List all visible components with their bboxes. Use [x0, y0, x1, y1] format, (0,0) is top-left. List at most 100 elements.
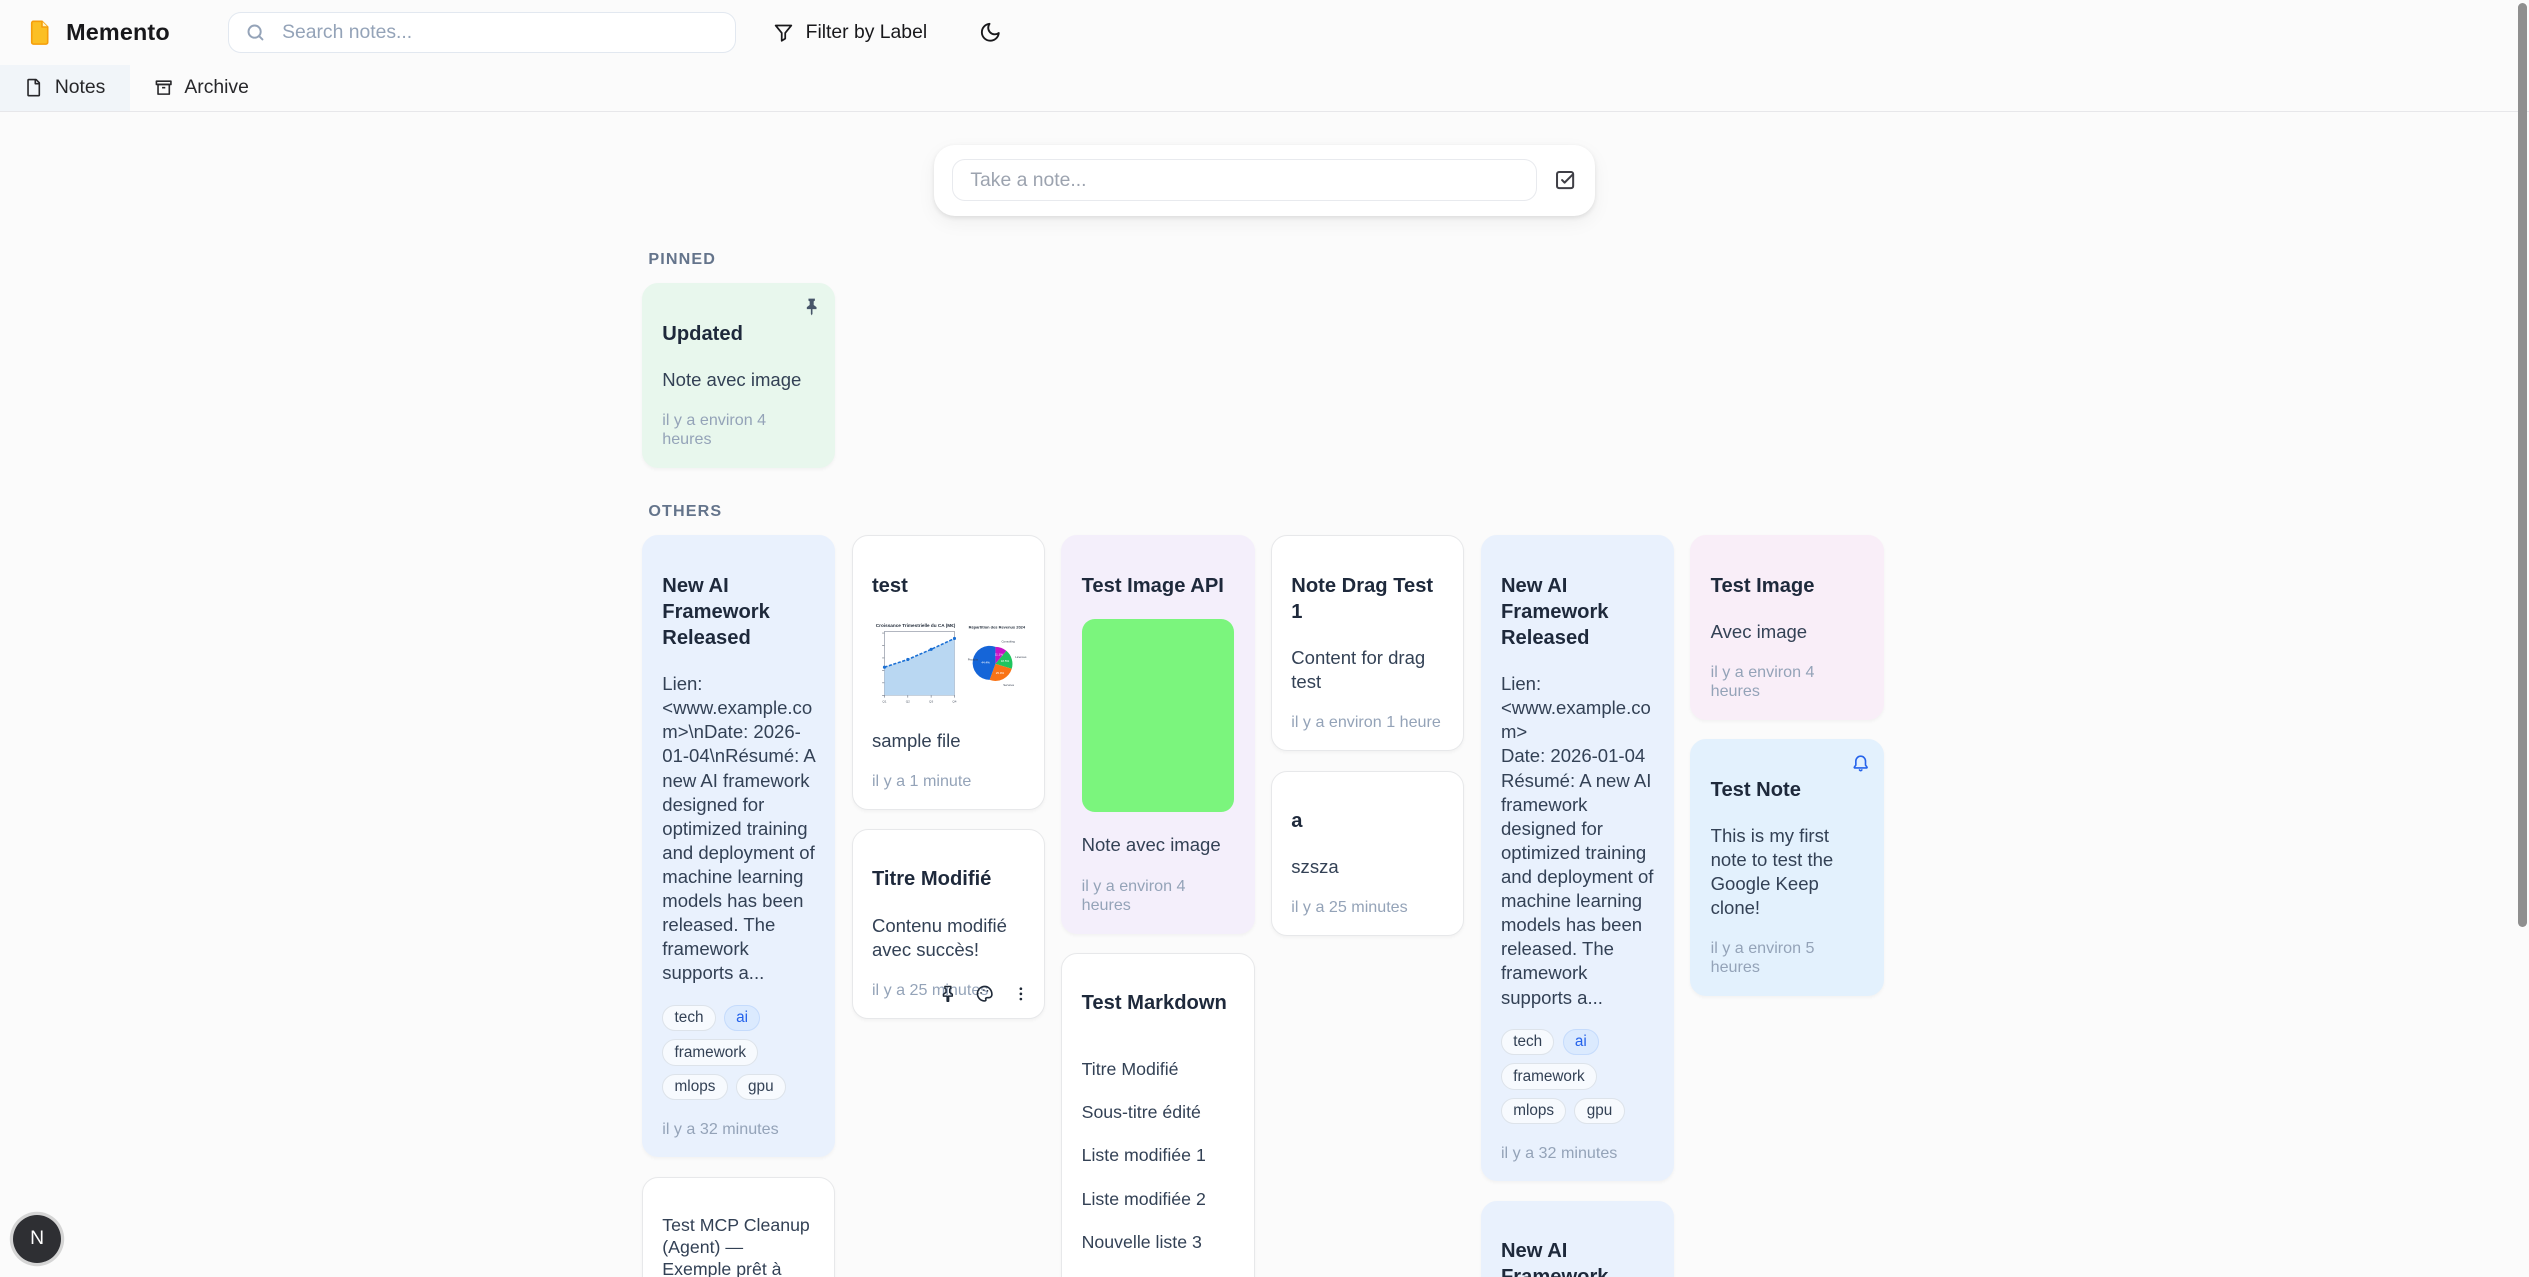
svg-text:Q3: Q3	[929, 699, 933, 703]
note-content: Titre Modifié Sous-titre édité Liste mod…	[1082, 1037, 1235, 1277]
note-timestamp: il y a 25 minutes	[1291, 898, 1408, 917]
note-composer[interactable]	[933, 144, 1596, 216]
user-avatar[interactable]: N	[12, 1214, 62, 1263]
note-title: Titre Modifié	[871, 868, 992, 891]
note-card-test-mcp-cleanup[interactable]: Test MCP Cleanup (Agent) — Exemple prêt …	[641, 1176, 836, 1277]
note-image-green[interactable]	[1081, 618, 1235, 813]
tag-pill[interactable]: tech	[1500, 1028, 1555, 1056]
note-tags: tech ai framework mlops gpu	[1500, 1028, 1654, 1125]
svg-text:Q4: Q4	[952, 699, 956, 703]
funnel-icon	[773, 22, 794, 43]
note-content: Contenu modifié avec succès!	[871, 914, 1007, 960]
note-card-test-markdown[interactable]: Test Markdown Titre Modifié Sous-titre é…	[1061, 952, 1255, 1277]
tab-notes-label: Notes	[54, 76, 106, 99]
page-title: Memento	[66, 18, 170, 45]
note-card-updated[interactable]: Updated Note avec image il y a environ 4…	[641, 283, 836, 468]
tag-pill[interactable]: framework	[1500, 1063, 1597, 1090]
filter-by-label-text: Filter by Label	[805, 20, 928, 43]
note-title: test	[871, 574, 908, 597]
filter-by-label-button[interactable]: Filter by Label	[773, 21, 927, 44]
note-content: Lien: <www.example.com> Date: 2026-01-04…	[1500, 673, 1654, 1008]
pie-label: Licences	[1015, 655, 1026, 659]
note-card-new-ai-framework-2[interactable]: New AI Framework Released Lien: <www.exa…	[1480, 535, 1675, 1182]
pie-chart-thumbnail[interactable]: Répartition des Revenus 2024 Consulting …	[967, 618, 1027, 705]
tag-pill[interactable]: gpu	[735, 1073, 786, 1101]
new-checklist-button[interactable]	[1553, 168, 1577, 192]
bold-text: Texte gras modifié	[1082, 1275, 1169, 1277]
note-title: New AI Framework Released	[662, 574, 770, 649]
note-content: This is my first note to test the Google…	[1710, 824, 1834, 918]
note-title: Test Note	[1710, 778, 1801, 801]
search-input[interactable]	[278, 19, 720, 46]
app-brand: Memento	[26, 19, 170, 46]
board-column-1: New AI Framework Released Lien: <www.exa…	[641, 535, 836, 1277]
note-title: Test Image API	[1081, 574, 1224, 597]
vertical-scrollbar[interactable]	[2517, 3, 2528, 928]
pie-label: Consulting	[1002, 639, 1016, 643]
note-timestamp: il y a 32 minutes	[662, 1119, 779, 1138]
tag-pill[interactable]: tech	[662, 1004, 716, 1032]
note-card-titre-modifie[interactable]: Titre Modifié Contenu modifié avec succè…	[851, 829, 1046, 1019]
tag-pill[interactable]: gpu	[1574, 1097, 1625, 1125]
note-card-test-note[interactable]: Test Note This is my first note to test …	[1690, 739, 1884, 997]
take-a-note-input[interactable]	[951, 159, 1538, 202]
tag-pill-active[interactable]: ai	[1562, 1028, 1600, 1056]
note-card-test-image[interactable]: Test Image Avec image il y a environ 4 h…	[1690, 535, 1884, 720]
note-card-a[interactable]: a szsza il y a 25 minutes	[1270, 770, 1465, 937]
tab-archive[interactable]: Archive	[130, 65, 274, 112]
note-title: Updated	[662, 322, 743, 345]
board-column-2: test Croissance Trimestrielle du CA (M€)	[851, 535, 1046, 1019]
board-column-3: Test Image API Note avec image il y a en…	[1061, 535, 1255, 1277]
note-file-icon	[24, 78, 43, 97]
pie-pct: 44.4%	[981, 660, 990, 664]
area-chart-thumbnail[interactable]: Croissance Trimestrielle du CA (M€)	[871, 618, 961, 708]
note-timestamp: il y a 25 minutes	[871, 981, 989, 1000]
note-card-drag-test[interactable]: Note Drag Test 1 Content for drag test i…	[1270, 535, 1465, 752]
text-segment: Test MCP Cleanup (Agent) — Exemple prêt …	[662, 1215, 810, 1277]
note-title: Note Drag Test 1	[1291, 574, 1434, 623]
board-column-5: New AI Framework Released Lien: <www.exa…	[1480, 535, 1675, 1277]
note-content: Avec image	[1710, 620, 1808, 642]
note-content: Note avec image	[662, 368, 802, 390]
search-icon	[245, 22, 266, 43]
note-card-test[interactable]: test Croissance Trimestrielle du CA (M€)	[851, 535, 1046, 810]
note-content: Test MCP Cleanup (Agent) — Exemple prêt …	[662, 1194, 815, 1277]
tab-notes[interactable]: Notes	[0, 64, 130, 112]
thumb-chart-title: Répartition des Revenus 2024	[969, 624, 1026, 629]
md-line: Sous-titre édité	[1081, 1102, 1201, 1123]
pin-outline-icon[interactable]	[939, 985, 957, 1003]
app-header: Memento Filter by Label	[0, 0, 2529, 65]
search-box[interactable]	[227, 11, 737, 53]
moon-icon	[979, 21, 1002, 44]
note-card-new-ai-framework-3[interactable]: New AI Framework Released Lien: <www.exa…	[1480, 1200, 1675, 1277]
note-title: Test Image	[1710, 574, 1815, 597]
reminder-bell-icon	[1851, 753, 1870, 772]
note-title: Test Markdown	[1081, 992, 1227, 1015]
others-grid: New AI Framework Released Lien: <www.exa…	[641, 535, 1887, 1277]
view-tabs: Notes Archive	[0, 64, 2529, 113]
note-hover-actions	[939, 984, 1029, 1003]
note-title: New AI Framework Released	[1500, 1240, 1609, 1277]
pin-filled-icon[interactable]	[802, 297, 821, 316]
palette-icon[interactable]	[975, 984, 994, 1003]
note-card-test-image-api[interactable]: Test Image API Note avec image il y a en…	[1061, 535, 1255, 934]
tag-pill[interactable]: mlops	[662, 1073, 728, 1101]
note-content: Note avec image	[1081, 834, 1221, 856]
note-content: sample file	[871, 729, 961, 751]
note-timestamp: il y a environ 4 heures	[1081, 876, 1186, 914]
more-menu-icon[interactable]	[1012, 985, 1030, 1003]
tag-pill[interactable]: framework	[662, 1039, 759, 1066]
check-square-icon	[1553, 168, 1577, 192]
md-line: Titre Modifié	[1081, 1058, 1179, 1079]
md-line: Liste modifiée 2	[1081, 1188, 1206, 1209]
note-timestamp: il y a environ 5 heures	[1710, 939, 1815, 977]
note-title: a	[1291, 809, 1303, 832]
dark-mode-toggle[interactable]	[972, 15, 1007, 50]
svg-text:Q2: Q2	[906, 699, 910, 703]
note-attachments: Croissance Trimestrielle du CA (M€)	[871, 618, 1027, 708]
note-tags: tech ai framework mlops gpu	[662, 1004, 815, 1101]
note-card-new-ai-framework-1[interactable]: New AI Framework Released Lien: <www.exa…	[641, 535, 836, 1158]
tab-archive-label: Archive	[184, 76, 249, 99]
tag-pill-active[interactable]: ai	[723, 1004, 761, 1032]
tag-pill[interactable]: mlops	[1500, 1097, 1567, 1125]
